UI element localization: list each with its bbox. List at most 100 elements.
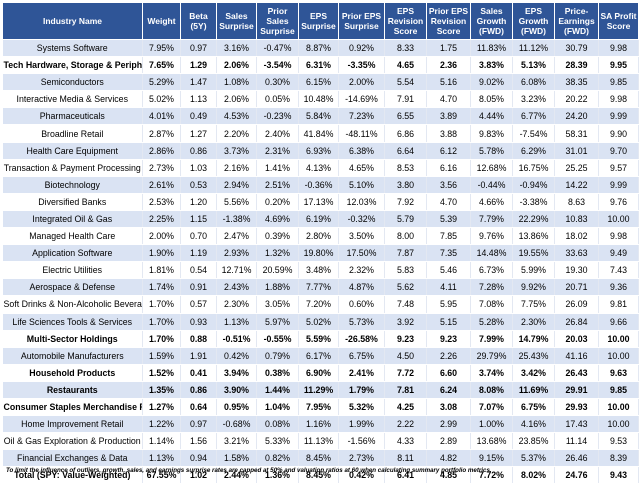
value-cell: -0.51% — [216, 330, 257, 348]
value-cell: 2.53% — [142, 193, 181, 211]
value-cell: 5.29% — [142, 73, 181, 92]
value-cell: 9.70 — [598, 142, 639, 160]
table-row: Systems Software 7.95% 0.97 3.16% -0.47% 8.87… — [2, 39, 639, 58]
value-cell: 38.35 — [554, 73, 599, 92]
value-cell: 25.43% — [512, 347, 555, 365]
value-cell: 7.07% — [470, 398, 513, 417]
value-cell: 8.87% — [298, 39, 339, 58]
value-cell: 9.15% — [470, 449, 513, 468]
value-cell: 1.08% — [216, 73, 257, 92]
value-cell: 6.19% — [298, 210, 339, 229]
value-cell: 10.00 — [598, 347, 639, 365]
industry-name-cell: Pharmaceuticals — [2, 107, 143, 126]
value-cell: 0.54 — [180, 261, 217, 280]
value-cell: 9.98 — [598, 90, 639, 109]
value-cell: -1.56% — [338, 432, 385, 451]
value-cell: 6.31% — [298, 56, 339, 75]
value-cell: 1.15 — [180, 210, 217, 229]
value-cell: 12.03% — [338, 193, 385, 211]
value-cell: 4.65 — [384, 56, 427, 75]
table-row: Health Care Equipment 2.86% 0.86 3.73% 2.31%… — [2, 142, 639, 160]
value-cell: 22.29% — [512, 210, 555, 229]
value-cell: 5.16 — [426, 73, 471, 92]
value-cell: 1.79% — [338, 381, 385, 399]
value-cell: 5.95 — [426, 295, 471, 314]
value-cell: 16.75% — [512, 159, 555, 177]
value-cell: 0.93 — [180, 313, 217, 331]
value-cell: 4.70 — [426, 193, 471, 211]
value-cell: 8.05% — [470, 90, 513, 109]
value-cell: 9.99 — [598, 176, 639, 194]
value-cell: 9.76% — [470, 227, 513, 246]
value-cell: 0.20% — [256, 193, 299, 211]
value-cell: 29.91 — [554, 381, 599, 399]
table-row: Tech Hardware, Storage & Peripherals7.65… — [2, 56, 639, 75]
value-cell: 0.49 — [180, 107, 217, 126]
value-cell: 13.68% — [470, 432, 513, 451]
value-cell: 3.05% — [256, 295, 299, 314]
value-cell: 33.63 — [554, 244, 599, 263]
value-cell: 41.84% — [298, 124, 339, 143]
value-cell: 2.87% — [142, 124, 181, 143]
value-cell: -0.68% — [216, 415, 257, 434]
value-cell: 6.24 — [426, 381, 471, 399]
value-cell: 3.89 — [426, 107, 471, 126]
value-cell: -0.23% — [256, 107, 299, 126]
value-cell: 9.23 — [384, 330, 427, 348]
industry-name-cell: Broadline Retail — [2, 124, 143, 143]
value-cell: 2.30% — [512, 313, 555, 331]
value-cell: 9.81 — [598, 295, 639, 314]
table-row: Aerospace & Defense 1.74% 0.91 2.43% 1.88% 7.… — [2, 278, 639, 297]
value-cell: 31.01 — [554, 142, 599, 160]
industry-name-cell: Home Improvement Retail — [2, 415, 143, 434]
value-cell: 24.76 — [554, 466, 599, 484]
value-cell: 0.86 — [180, 142, 217, 160]
value-cell: 26.09 — [554, 295, 599, 314]
value-cell: 5.46 — [426, 261, 471, 280]
value-cell: -0.47% — [256, 39, 299, 58]
value-cell: -0.32% — [338, 210, 385, 229]
value-cell: 2.20% — [216, 124, 257, 143]
value-cell: 1.99% — [338, 415, 385, 434]
value-cell: 6.75% — [338, 347, 385, 365]
value-cell: 19.55% — [512, 244, 555, 263]
industry-name-cell: Biotechnology — [2, 176, 143, 194]
value-cell: 2.06% — [216, 56, 257, 75]
value-cell: 0.92% — [338, 39, 385, 58]
value-cell: 4.25 — [384, 398, 427, 417]
value-cell: 7.23% — [338, 107, 385, 126]
value-cell: 10.00 — [598, 330, 639, 348]
value-cell: 1.22% — [142, 415, 181, 434]
value-cell: 17.50% — [338, 244, 385, 263]
value-cell: 24.20 — [554, 107, 599, 126]
value-cell: 9.83% — [470, 124, 513, 143]
value-cell: 5.79 — [384, 210, 427, 229]
value-cell: 0.39% — [256, 227, 299, 246]
value-cell: 1.90% — [142, 244, 181, 263]
value-cell: 6.86 — [384, 124, 427, 143]
value-cell: 5.02% — [142, 90, 181, 109]
value-cell: 7.85 — [426, 227, 471, 246]
value-cell: 12.68% — [470, 159, 513, 177]
value-cell: 9.02% — [470, 73, 513, 92]
column-header: Prior EPS Surprise — [338, 2, 385, 40]
value-cell: 1.00% — [470, 415, 513, 434]
value-cell: 0.86 — [180, 381, 217, 399]
value-cell: 3.21% — [216, 432, 257, 451]
value-cell: -7.54% — [512, 124, 555, 143]
table-row: Soft Drinks & Non-Alcoholic Beverages 1.7… — [2, 295, 639, 314]
value-cell: 4.01% — [142, 107, 181, 126]
value-cell: 7.79% — [470, 210, 513, 229]
value-cell: 9.98 — [598, 39, 639, 58]
value-cell: 3.90% — [216, 381, 257, 399]
table-row: Biotechnology 2.61% 0.53 2.94% 2.51% -0.36% 5.… — [2, 176, 639, 194]
industry-name-cell: Electric Utilities — [2, 261, 143, 280]
value-cell: 5.28% — [470, 313, 513, 331]
value-cell: 1.35% — [142, 381, 181, 399]
column-header: Prior Sales Surprise — [256, 2, 299, 40]
value-cell: 9.57 — [598, 159, 639, 177]
value-cell: 3.08 — [426, 398, 471, 417]
value-cell: 25.25 — [554, 159, 599, 177]
value-cell: 8.45% — [298, 449, 339, 468]
table-row: Semiconductors 5.29% 1.47 1.08% 0.30% 6.15% 2.… — [2, 73, 639, 92]
